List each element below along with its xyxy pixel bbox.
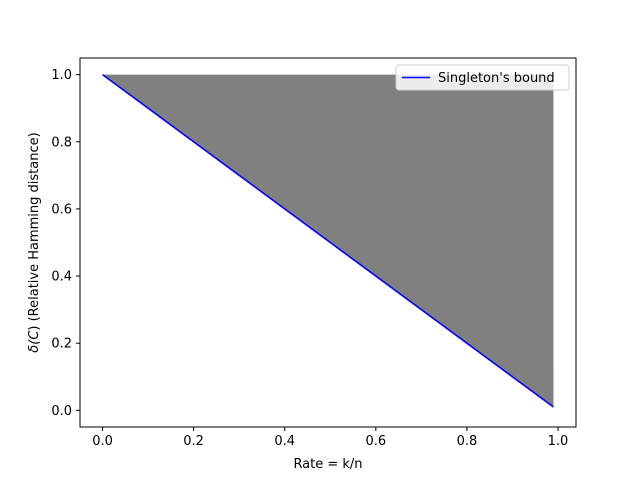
x-axis-label: Rate = k/n bbox=[293, 457, 362, 472]
x-tick-label: 0.0 bbox=[92, 434, 113, 449]
y-tick-label: 0.8 bbox=[51, 135, 72, 150]
legend-label: Singleton's bound bbox=[438, 71, 555, 86]
legend-box bbox=[395, 64, 570, 91]
y-tick-label: 0.0 bbox=[51, 404, 72, 419]
y-tick-label: 1.0 bbox=[51, 68, 72, 83]
series-line-0 bbox=[102, 73, 554, 408]
y-tick-label: 0.6 bbox=[51, 202, 72, 217]
x-tick-label: 0.2 bbox=[183, 434, 204, 449]
axes: 0.0 0.2 0.4 0.6 0.8 1.0 0.0 0.2 0.4 0.6 0.8 1.0 bbox=[51, 57, 577, 449]
y-tick-label: 0.4 bbox=[51, 270, 72, 285]
y-axis-label: δ(C) (Relative Hamming distance) bbox=[27, 132, 42, 352]
x-tick-label: 1.0 bbox=[548, 434, 569, 449]
x-tick-label: 0.4 bbox=[274, 434, 295, 449]
x-tick-label: 0.8 bbox=[457, 434, 478, 449]
y-tick-label: 0.2 bbox=[51, 337, 72, 352]
x-tick-label: 0.6 bbox=[365, 434, 386, 449]
legend: Singleton's bound bbox=[395, 64, 570, 91]
axes-frame bbox=[79, 57, 577, 428]
plot-area bbox=[102, 73, 554, 408]
